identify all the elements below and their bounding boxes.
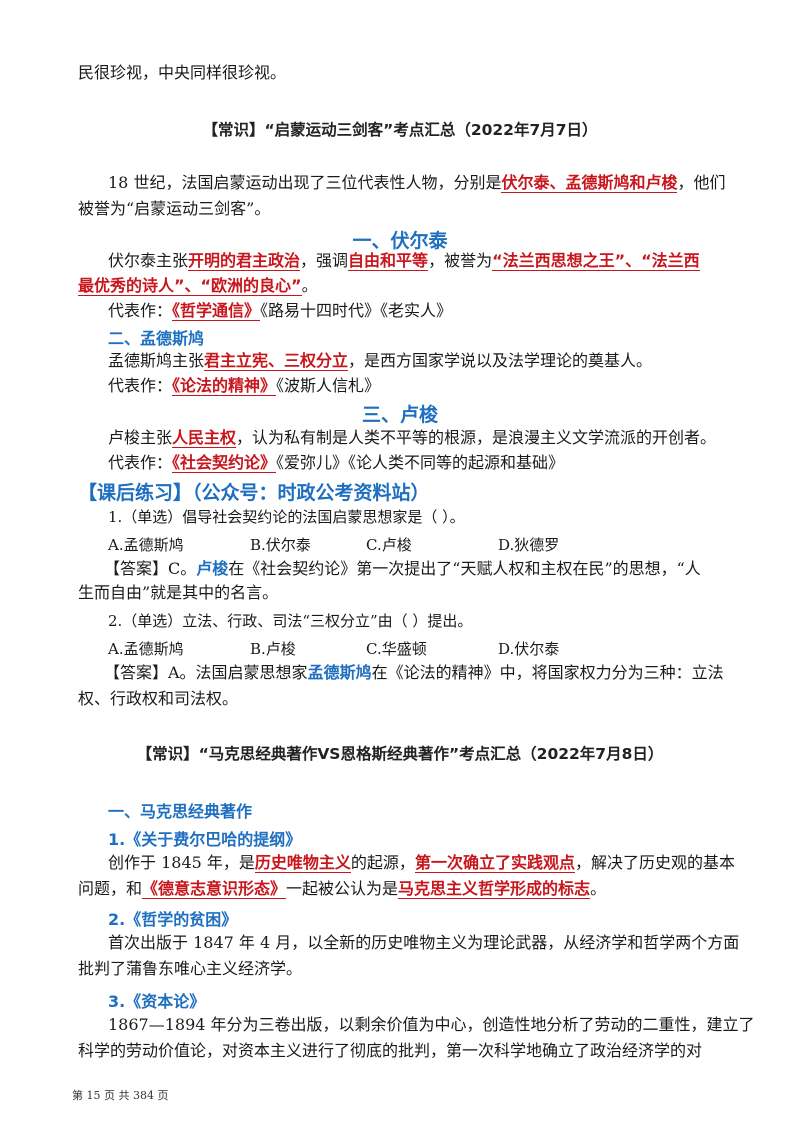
text: 卢梭主张 (108, 428, 173, 447)
option-d: D.狄德罗 (498, 536, 560, 554)
text: 在《论法的精神》中，将国家权力分为三种：立法 (371, 663, 724, 682)
highlight: 人民主权 (172, 428, 237, 448)
highlight: 《德意志意识形态》 (142, 879, 287, 899)
voltaire-line-2: 最优秀的诗人”、“欧洲的良心”。 (78, 275, 318, 297)
text: ，解决了历史观的基本 (574, 853, 735, 872)
text: 的起源， (350, 853, 415, 872)
work-3-line-2: 科学的劳动价值论，对资本主义进行了彻底的批判，第一次科学地确立了政治经济学的对 (78, 1041, 703, 1060)
option-c: C.华盛顿 (366, 640, 427, 658)
option-a: A.孟德斯鸠 (108, 536, 184, 554)
rousseau-line: 卢梭主张人民主权，认为私有制是人类不平等的根源，是浪漫主义文学流派的开创者。 (108, 427, 716, 449)
text: ，是西方国家学说以及法学理论的奠基人。 (348, 351, 653, 370)
highlight: 孟德斯鸠 (307, 663, 372, 682)
highlight: 马克思主义哲学形成的标志 (398, 879, 591, 899)
highlight: 《论法的精神》 (172, 376, 277, 396)
work-1-line-1: 创作于 1845 年，是历史唯物主义的起源，第一次确立了实践观点，解决了历史观的… (108, 852, 735, 874)
highlight: “法兰西思想之王”、“法兰西 (492, 251, 700, 271)
text: 。 (301, 276, 318, 295)
text: 孟德斯鸠主张 (108, 351, 205, 370)
heading-voltaire: 一、伏尔泰 (352, 230, 448, 252)
text: 《路易十四时代》《老实人》 (260, 301, 453, 320)
work-1-line-2: 问题，和《德意志意识形态》一起被公认为是马克思主义哲学形成的标志。 (78, 878, 606, 900)
text: 代表作： (108, 376, 173, 395)
text: ，认为私有制是人类不平等的根源，是浪漫主义文学流派的开创者。 (236, 428, 717, 447)
text: 【答案】C。 (104, 559, 197, 578)
option-d: D.伏尔泰 (498, 640, 560, 658)
highlight: 历史唯物主义 (254, 853, 351, 873)
work-1-title: 1.《关于费尔巴哈的提纲》 (108, 830, 302, 849)
text: 《爱弥儿》《论人类不同等的起源和基础》 (276, 453, 565, 472)
highlight: 开明的君主政治 (188, 251, 301, 271)
text: 代表作： (108, 301, 173, 320)
heading-marx-works: 一、马克思经典著作 (108, 802, 253, 821)
text: 代表作： (108, 453, 173, 472)
voltaire-line-1: 伏尔泰主张开明的君主政治，强调自由和平等，被誉为“法兰西思想之王”、“法兰西 (108, 250, 700, 272)
text: ，他们 (677, 173, 726, 192)
answer-1-line-2: 生而自由”就是其中的名言。 (78, 583, 279, 602)
highlight: 卢梭 (196, 559, 229, 578)
practice-heading: 【课后练习】（公众号：时政公考资料站） (78, 482, 430, 504)
highlight: 最优秀的诗人”、“欧洲的良心” (78, 276, 302, 296)
text: 创作于 1845 年，是 (108, 853, 255, 872)
text: ，被誉为 (428, 251, 493, 270)
text: 18 世纪，法国启蒙运动出现了三位代表性人物，分别是 (108, 173, 502, 192)
rousseau-works: 代表作：《社会契约论》《爱弥儿》《论人类不同等的起源和基础》 (108, 452, 564, 474)
page-number-footer: 第 15 页 共 384 页 (72, 1089, 169, 1102)
paragraph-continuation: 民很珍视，中央同样很珍视。 (78, 63, 287, 82)
highlight: 君主立宪、三权分立 (204, 351, 349, 371)
option-b: B.伏尔泰 (250, 536, 311, 554)
section-title-marx-engels: 【常识】“马克思经典著作VS恩格斯经典著作”考点汇总（2022年7月8日） (136, 745, 664, 763)
question-2: 2.（单选）立法、行政、司法“三权分立”由（ ）提出。 (108, 612, 473, 630)
highlight: 第一次确立了实践观点 (414, 853, 575, 873)
highlight: 《社会契约论》 (172, 453, 277, 473)
intro-line-1: 18 世纪，法国启蒙运动出现了三位代表性人物，分别是伏尔泰、孟德斯鸠和卢梭，他们 (108, 172, 725, 194)
intro-line-2: 被誉为“启蒙运动三剑客”。 (78, 199, 271, 218)
answer-2-line-1: 【答案】A。法国启蒙思想家孟德斯鸠在《论法的精神》中，将国家权力分为三种：立法 (104, 662, 724, 684)
answer-1-line-1: 【答案】C。卢梭在《社会契约论》第一次提出了“天赋人权和主权在民”的思想，“人 (104, 558, 701, 580)
text: 。 (590, 879, 607, 898)
text: ，强调 (300, 251, 349, 270)
option-c: C.卢梭 (366, 536, 412, 554)
work-3-title: 3.《资本论》 (108, 992, 206, 1011)
montesquieu-works: 代表作：《论法的精神》《波斯人信札》 (108, 375, 380, 397)
text: 《波斯人信札》 (276, 376, 381, 395)
section-title-enlightenment: 【常识】“启蒙运动三剑客”考点汇总（2022年7月7日） (202, 121, 598, 139)
text: 一起被公认为是 (286, 879, 399, 898)
text: 在《社会契约论》第一次提出了“天赋人权和主权在民”的思想，“人 (228, 559, 701, 578)
voltaire-works: 代表作：《哲学通信》《路易十四时代》《老实人》 (108, 300, 452, 322)
work-2-line-1: 首次出版于 1847 年 4 月，以全新的历史唯物主义为理论武器，从经济学和哲学… (108, 933, 740, 952)
highlight: 自由和平等 (348, 251, 429, 271)
question-1: 1.（单选）倡导社会契约论的法国启蒙思想家是（ ）。 (108, 508, 465, 526)
answer-2-line-2: 权、行政权和司法权。 (78, 689, 239, 708)
text: 伏尔泰主张 (108, 251, 189, 270)
work-3-line-1: 1867—1894 年分为三卷出版，以剩余价值为中心，创造性地分析了劳动的二重性… (108, 1015, 755, 1034)
heading-montesquieu: 二、孟德斯鸠 (108, 329, 205, 348)
option-a: A.孟德斯鸠 (108, 640, 184, 658)
text: 【答案】A。法国启蒙思想家 (104, 663, 308, 682)
work-2-title: 2.《哲学的贫困》 (108, 910, 238, 929)
highlight: 《哲学通信》 (172, 301, 261, 321)
work-2-line-2: 批判了蒲鲁东唯心主义经济学。 (78, 959, 303, 978)
option-b: B.卢梭 (250, 640, 296, 658)
heading-rousseau: 三、卢梭 (361, 404, 438, 426)
highlight-three-thinkers: 伏尔泰、孟德斯鸠和卢梭 (501, 173, 678, 193)
montesquieu-line: 孟德斯鸠主张君主立宪、三权分立，是西方国家学说以及法学理论的奠基人。 (108, 350, 652, 372)
text: 问题，和 (78, 879, 143, 898)
